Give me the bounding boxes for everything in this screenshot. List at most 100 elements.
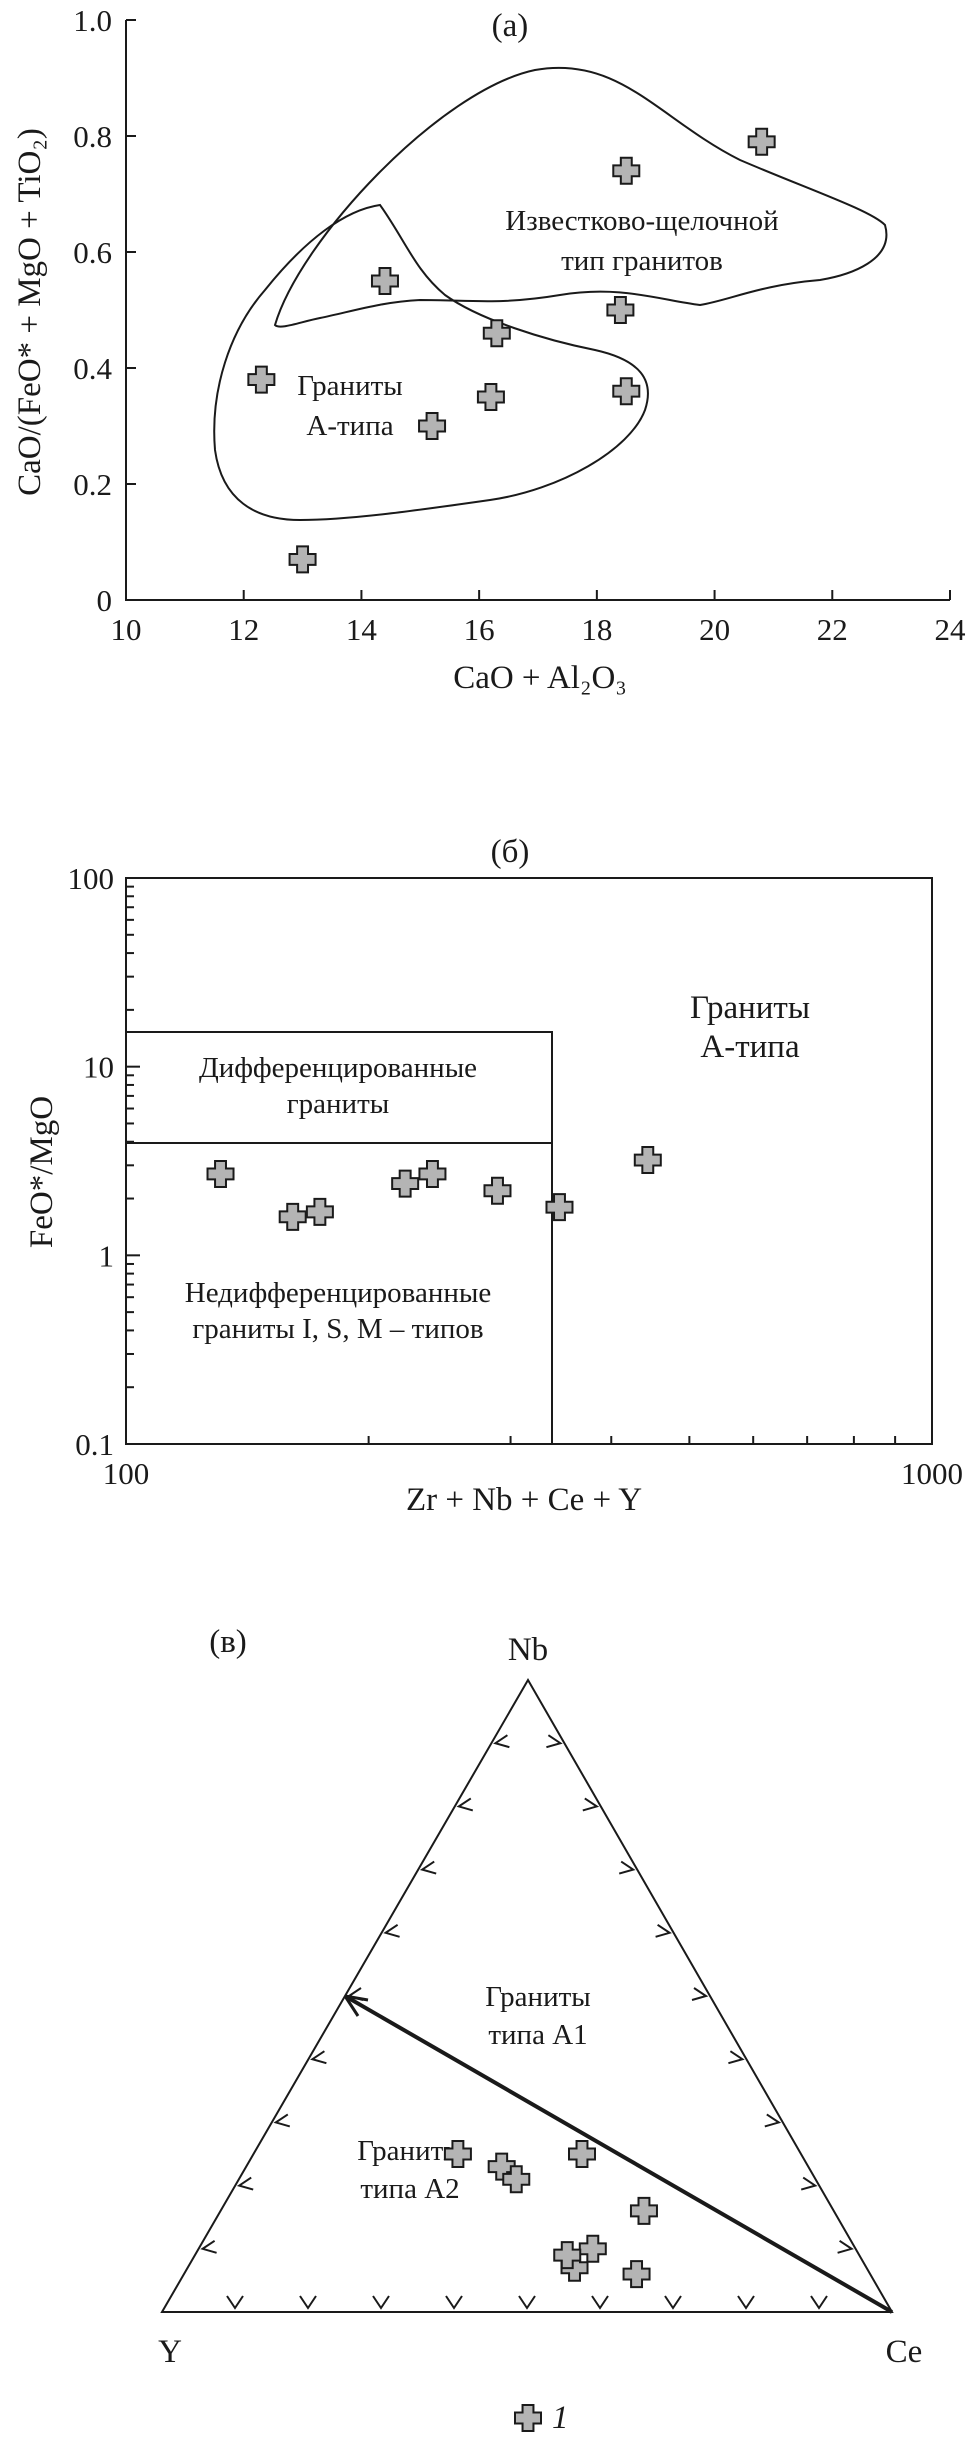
panel-a-y-axis-label: CaO/(FeO* + MgO + TiO₂) (12, 128, 48, 496)
panel-c-left-edge-tick (310, 2050, 327, 2065)
legend-label: 1 (552, 2400, 569, 2436)
panel-c-region-a1-l2: типа A1 (488, 2019, 587, 2051)
panel-a-x-tick-label: 12 (228, 612, 259, 647)
panel-a-y-tick-label: 0.4 (73, 351, 112, 386)
panel-b-point (278, 1202, 307, 1231)
panel-b-region-differentiated-l1: Дифференцированные (199, 1052, 477, 1084)
panel-c-left-edge-tick (419, 1860, 437, 1875)
panel-c-right-edge-tick (837, 2239, 854, 2254)
panel-c-left-edge-tick (383, 1923, 400, 1938)
panel-c-apex-nb: Nb (508, 1632, 548, 1668)
panel-b-region-undifferentiated-l2: граниты I, S, M – типов (192, 1313, 483, 1345)
panel-b-x-ticks: 100 1000 (103, 1430, 963, 1491)
panel-c-apex-ce: Ce (886, 2334, 923, 2370)
panel-c-edge-ticks (200, 1734, 854, 2310)
panel-a-point (606, 296, 635, 324)
panel-a-x-tick-label: 22 (817, 612, 848, 647)
panel-b-data-points (206, 1146, 662, 1231)
panel-c-region-a2-l2: типа A2 (360, 2173, 459, 2205)
panel-c-right-edge-tick (728, 2050, 745, 2065)
panel-c-ternary: (в) Nb Y Ce Граниты типа A1 Граниты типа… (158, 1624, 922, 2370)
panel-a-y-tick-label: 0 (97, 583, 113, 618)
panel-c-region-a1-l1: Граниты (485, 1981, 591, 2013)
panel-a-x-tick-label: 20 (699, 612, 730, 647)
panel-c-right-edge-tick (582, 1797, 600, 1812)
panel-a-scatter: (а) 10 12 14 16 18 20 22 24 0 0.2 0.4 0.6 0.8 1.0 Ca… (12, 3, 966, 696)
panel-c-bottom-edge-tick (664, 2295, 682, 2310)
panel-b-y-ticks: 0.1 1 10 100 (68, 861, 140, 1462)
panel-c-left-edge-tick (456, 1797, 474, 1812)
panel-a-y-tick-label: 0.2 (73, 467, 112, 502)
panel-a-data-points (247, 127, 776, 574)
panel-c-label: (в) (209, 1624, 247, 1660)
panel-c-right-edge-tick (618, 1860, 636, 1875)
legend-cross-marker (514, 2404, 542, 2432)
panel-c-bottom-edge-tick (591, 2295, 609, 2310)
panel-a-field-a-type (213, 203, 649, 522)
panel-b-x-tick-label: 1000 (901, 1456, 963, 1491)
panel-b-scatter: (б) 100 1000 0.1 1 10 100 Zr + Nb + Ce + Y F… (24, 834, 963, 1518)
panel-a-label: (а) (492, 8, 529, 44)
panel-c-left-edge-tick (273, 2113, 291, 2128)
panel-a-x-tick-label: 14 (346, 612, 378, 647)
panel-a-x-axis-label: CaO + Al₂O₃ (453, 660, 627, 696)
panel-c-left-edge-tick (493, 1734, 510, 1749)
panel-c-left-edge-tick (236, 2176, 254, 2191)
panel-c-point (629, 2196, 658, 2225)
panel-c-a1-a2-boundary (343, 1994, 894, 2314)
panel-c-left-edge-tick (200, 2239, 217, 2254)
panel-a-x-tick-label: 18 (581, 612, 612, 647)
panel-a-x-tick-label: 16 (464, 612, 495, 647)
panel-c-bottom-edge-tick (299, 2295, 317, 2310)
panel-b-region-a-type-l2: А-типа (700, 1029, 800, 1065)
panel-a-point (612, 156, 641, 185)
panel-a-point (747, 127, 776, 156)
panel-b-y-axis-label: FeO*/MgO (24, 1096, 60, 1248)
panel-c-right-edge-tick (691, 1987, 709, 2001)
panel-b-point (545, 1193, 574, 1222)
panel-a-x-ticks: 10 12 14 16 18 20 22 24 (111, 590, 966, 647)
panel-b-point (391, 1169, 420, 1198)
panel-b-region-a-type-l1: Граниты (690, 990, 810, 1026)
panel-b-point (418, 1159, 447, 1188)
panel-b-point (206, 1159, 235, 1188)
panel-b-point (305, 1197, 334, 1226)
panel-b-y-tick-label: 0.1 (75, 1427, 114, 1462)
panel-a-point (612, 377, 641, 406)
panel-b-x-tick-label: 100 (103, 1456, 150, 1491)
panel-c-point (502, 2165, 531, 2194)
panel-b-axis-box (125, 877, 933, 1445)
panel-b-point (483, 1176, 512, 1205)
panel-c-data-points (443, 2140, 658, 2289)
panel-a-point (476, 383, 505, 411)
panel-b-x-axis-label: Zr + Nb + Ce + Y (406, 1482, 642, 1518)
panel-a-point (482, 319, 511, 348)
panel-c-point (578, 2234, 607, 2263)
panel-c-point (443, 2140, 472, 2168)
panel-a-region-calc-alkaline-l1: Известково-щелочной (505, 205, 778, 237)
panel-a-point (288, 545, 317, 574)
panel-a-y-tick-label: 1.0 (73, 3, 112, 38)
panel-c-bottom-edge-tick (518, 2295, 536, 2310)
panel-c-bottom-edge-tick (372, 2295, 390, 2310)
panel-c-bottom-edge-tick (445, 2295, 463, 2310)
panel-c-point (622, 2260, 651, 2289)
panel-a-x-tick-label: 10 (111, 612, 142, 647)
panel-c-bottom-edge-tick (737, 2295, 755, 2310)
panel-c-apex-y: Y (158, 2334, 182, 2370)
panel-c-right-edge-tick (764, 2113, 782, 2128)
panel-b-differentiated-box (126, 1031, 553, 1444)
panel-a-y-tick-label: 0.6 (73, 235, 112, 270)
panel-c-point (568, 2140, 596, 2168)
panel-a-point (247, 365, 276, 394)
panel-b-point (633, 1146, 662, 1175)
panel-a-y-ticks: 0 0.2 0.4 0.6 0.8 1.0 (73, 3, 136, 618)
panel-a-region-a-type-l1: Граниты (297, 370, 403, 402)
panel-c-point (553, 2241, 582, 2270)
panel-b-label: (б) (491, 834, 530, 870)
panel-a-field-calc-alkaline (273, 66, 888, 328)
panel-a-point (370, 267, 399, 295)
panel-c-boundary-arrowhead (343, 1994, 369, 2017)
legend: 1 (514, 2400, 569, 2436)
